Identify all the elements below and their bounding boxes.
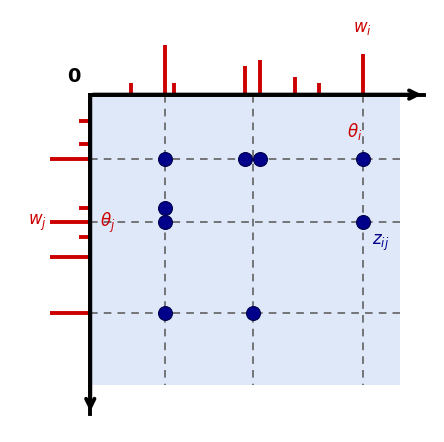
Text: $\theta_i$: $\theta_i$ [347, 121, 362, 142]
Point [161, 309, 168, 316]
Text: $\theta_j$: $\theta_j$ [99, 210, 115, 235]
Point [359, 219, 366, 226]
Point [161, 204, 168, 211]
Text: $z_{ij}$: $z_{ij}$ [372, 232, 389, 253]
Point [242, 155, 249, 162]
Point [249, 309, 256, 316]
Text: $w_j$: $w_j$ [28, 212, 47, 232]
Point [257, 155, 264, 162]
Point [161, 155, 168, 162]
Point [359, 155, 366, 162]
Bar [90, 95, 400, 385]
Point [161, 219, 168, 226]
Text: 0: 0 [67, 67, 81, 86]
Text: $w_i$: $w_i$ [353, 19, 372, 37]
